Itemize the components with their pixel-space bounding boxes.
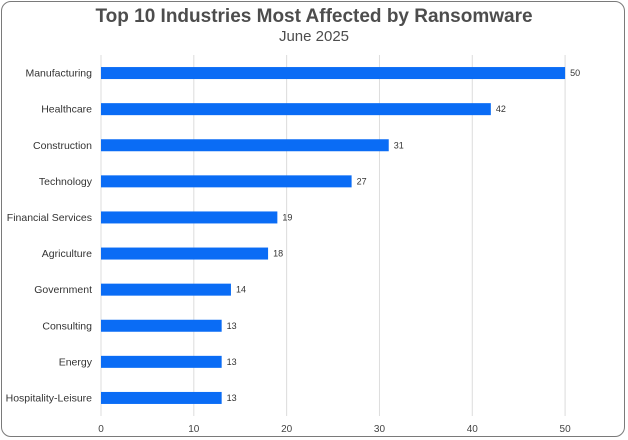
bar: [101, 391, 222, 404]
category-label: Manufacturing: [25, 68, 92, 80]
bar: [101, 247, 269, 260]
category-label: Consulting: [42, 320, 92, 332]
bars: [101, 67, 566, 404]
category-label: Construction: [33, 140, 92, 152]
data-label: 27: [357, 176, 367, 186]
category-label: Healthcare: [41, 104, 92, 116]
data-label: 13: [227, 321, 237, 331]
bar: [101, 283, 231, 296]
chart-subtitle: June 2025: [278, 28, 350, 45]
bar: [101, 139, 389, 152]
x-tick-label: 20: [281, 424, 293, 435]
x-tick-label: 30: [374, 424, 386, 435]
category-label: Energy: [59, 356, 93, 368]
bar: [101, 355, 222, 368]
data-label: 13: [227, 357, 237, 367]
data-label: 19: [282, 212, 292, 222]
x-tick-label: 40: [467, 424, 479, 435]
bar: [101, 211, 278, 224]
bar: [101, 103, 491, 116]
data-label: 14: [236, 285, 246, 295]
x-tick-label: 10: [188, 424, 200, 435]
data-label: 18: [273, 249, 283, 259]
bar: [101, 319, 222, 332]
x-tick-label: 50: [560, 424, 572, 435]
gridlines: [100, 55, 566, 416]
data-label: 50: [570, 68, 580, 78]
category-label: Government: [34, 284, 92, 296]
data-label: 31: [394, 140, 404, 150]
category-label: Hospitality-Leisure: [6, 392, 93, 404]
category-label: Financial Services: [7, 212, 92, 224]
x-axis-ticks: 0 10 20 30 40 50: [98, 424, 571, 435]
data-label: 13: [227, 393, 237, 403]
data-label: 42: [496, 104, 506, 114]
category-label: Agriculture: [42, 248, 92, 260]
data-labels: 50 42 31 27 19 18 14 13 13 13: [227, 68, 580, 403]
bar: [101, 67, 566, 80]
x-tick-label: 0: [98, 424, 104, 435]
bar: [101, 175, 352, 188]
chart-title: Top 10 Industries Most Affected by Ranso…: [95, 6, 533, 27]
category-label: Technology: [39, 176, 93, 188]
category-labels: Manufacturing Healthcare Construction Techn…: [6, 68, 93, 405]
